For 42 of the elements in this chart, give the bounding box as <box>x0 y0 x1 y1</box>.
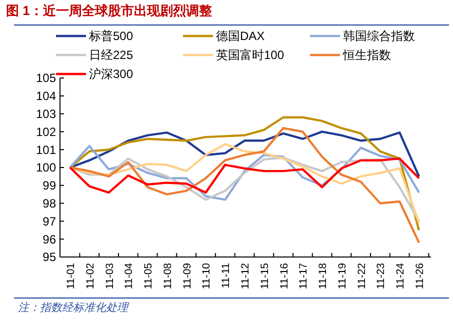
x-tick-label: 11-12 <box>240 262 252 290</box>
y-tick-label: 97 <box>42 214 56 228</box>
text: 注：指数经标准化处理 <box>18 301 130 314</box>
x-tick-label: 11-04 <box>123 262 136 290</box>
x-tick-label: 11-19 <box>336 262 348 290</box>
x-tick-label: 11-15 <box>258 262 271 290</box>
y-tick-label: 100 <box>36 160 56 175</box>
x-tick-label: 11-18 <box>317 262 330 290</box>
x-tick-label: 11-10 <box>200 262 213 290</box>
x-tick-label: 11-17 <box>298 262 310 290</box>
y-tick-label: 102 <box>36 124 56 139</box>
legend-label: 日经225 <box>89 48 134 62</box>
x-tick-label: 11-16 <box>278 262 290 290</box>
y-tick-label: 104 <box>36 89 56 104</box>
legend-label: 恒生指数 <box>342 48 391 62</box>
legend-label: 英国富时100 <box>216 48 284 62</box>
x-tick-label: 11-01 <box>65 262 77 290</box>
y-tick-label: 101 <box>36 142 56 157</box>
y-tick-label: 95 <box>42 250 56 264</box>
legend-label: 韩国综合指数 <box>343 29 415 44</box>
legend-label: 沪深300 <box>89 67 134 82</box>
x-tick-label: 11-24 <box>394 262 407 290</box>
x-tick-label: 11-22 <box>356 262 368 290</box>
y-tick-label: 96 <box>42 232 56 246</box>
x-tick-label: 11-08 <box>162 262 174 290</box>
y-tick-label: 105 <box>36 71 56 86</box>
line-series <box>68 157 420 194</box>
x-tick-label: 11-03 <box>104 262 116 290</box>
x-tick-label: 11-02 <box>84 262 96 290</box>
x-tick-label: 11-09 <box>181 262 194 290</box>
x-tick-label: 11-05 <box>142 262 155 290</box>
y-tick-label: 98 <box>42 196 56 210</box>
legend-label: 标普500 <box>88 29 134 44</box>
y-tick-label: 99 <box>42 178 56 193</box>
chart-title: 图 1：近一周全球股市出现剧烈调整 <box>6 3 213 18</box>
line-series <box>68 127 420 244</box>
x-tick-label: 11-11 <box>220 262 232 288</box>
legend-label: 德国DAX <box>216 29 265 44</box>
x-tick-label: 11-26 <box>414 262 426 290</box>
x-tick-label: 11-23 <box>375 262 388 290</box>
y-tick-label: 103 <box>36 107 56 121</box>
line-series <box>68 144 420 201</box>
